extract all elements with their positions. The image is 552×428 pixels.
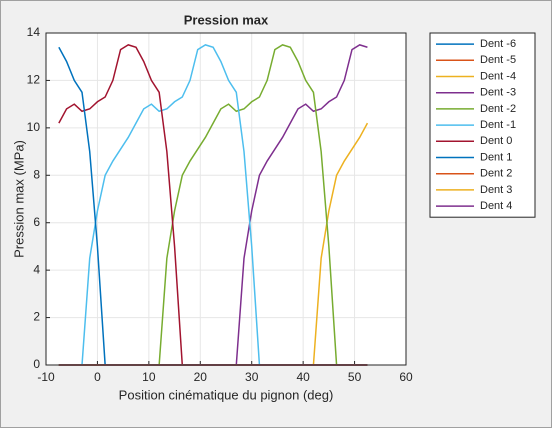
y-axis-label: Pression max (MPa) <box>11 140 26 258</box>
x-tick-label: 50 <box>348 370 362 384</box>
plot-area <box>46 33 406 365</box>
y-tick-label: 6 <box>33 215 40 229</box>
axes-box <box>45 32 407 366</box>
y-tick-label: 4 <box>33 262 40 276</box>
y-tick-label: 0 <box>33 357 40 371</box>
y-tick-label: 12 <box>27 73 41 87</box>
x-tick-label: 0 <box>94 370 101 384</box>
chart-title: Pression max <box>184 12 269 27</box>
legend-label: Dent -6 <box>480 38 516 50</box>
x-tick-label: 60 <box>399 370 413 384</box>
y-tick-label: 14 <box>27 25 41 39</box>
x-tick-label: 20 <box>194 370 208 384</box>
x-tick-label: -10 <box>37 370 55 384</box>
legend-label: Dent 0 <box>480 135 512 147</box>
legend-label: Dent 4 <box>480 200 512 212</box>
legend-label: Dent -2 <box>480 103 516 115</box>
series-line <box>58 44 368 366</box>
series-line <box>58 44 368 366</box>
y-tick-label: 10 <box>27 120 41 134</box>
legend-label: Dent 3 <box>480 184 512 196</box>
legend-label: Dent -1 <box>480 119 516 131</box>
series-line <box>58 46 368 366</box>
y-tick-label: 8 <box>33 167 40 181</box>
x-tick-label: 10 <box>142 370 156 384</box>
legend-label: Dent 1 <box>480 151 512 163</box>
series-line <box>58 122 369 366</box>
x-axis-label: Position cinématique du pignon (deg) <box>119 387 334 402</box>
legend-label: Dent -4 <box>480 70 516 82</box>
legend-label: Dent -3 <box>480 87 516 99</box>
x-tick-label: 30 <box>245 370 259 384</box>
series-line <box>58 44 368 366</box>
legend-label: Dent -5 <box>480 54 516 66</box>
x-tick-label: 40 <box>296 370 310 384</box>
legend-label: Dent 2 <box>480 168 512 180</box>
y-tick-label: 2 <box>33 310 40 324</box>
series-line <box>58 44 368 366</box>
